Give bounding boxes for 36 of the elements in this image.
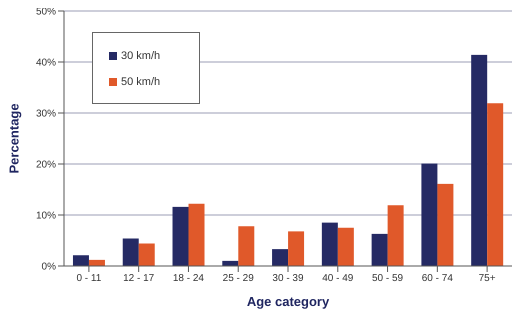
bar <box>338 228 354 266</box>
y-tick-label: 0% <box>42 262 56 273</box>
bar <box>188 204 205 266</box>
y-tick-label: 50% <box>36 6 56 18</box>
x-tick-label: 60 - 74 <box>422 273 454 284</box>
y-tick-label: 20% <box>36 160 56 171</box>
x-axis-title: Age category <box>246 294 330 309</box>
bar <box>288 231 304 266</box>
x-tick-label: 75+ <box>478 273 496 284</box>
bar <box>372 234 388 266</box>
x-tick-label: 40 - 49 <box>322 273 354 284</box>
bar <box>272 249 288 266</box>
bar <box>138 244 155 266</box>
bar <box>88 260 105 266</box>
x-tick-label: 18 - 24 <box>172 273 204 284</box>
x-tick-label: 25 - 29 <box>222 273 254 284</box>
bar <box>72 255 89 266</box>
bar <box>437 184 454 266</box>
bar <box>487 103 504 266</box>
x-tick-label: 50 - 59 <box>372 273 404 284</box>
y-axis-title: Percentage <box>6 103 22 174</box>
legend-label: 50 km/h <box>121 76 160 88</box>
y-tick-label: 30% <box>36 108 56 120</box>
x-tick-label: 0 - 11 <box>76 273 102 284</box>
bar <box>388 205 404 266</box>
legend-label: 30 km/h <box>121 50 160 62</box>
bar <box>322 222 338 266</box>
bar <box>238 226 254 266</box>
x-tick-label: 12 - 17 <box>123 273 155 284</box>
bar <box>172 206 189 266</box>
x-tick-label: 30 - 39 <box>272 273 304 284</box>
y-tick-label: 40% <box>36 58 56 69</box>
y-tick-label: 10% <box>36 210 56 222</box>
bar <box>471 54 488 266</box>
bar <box>421 163 438 266</box>
bar <box>122 238 139 266</box>
